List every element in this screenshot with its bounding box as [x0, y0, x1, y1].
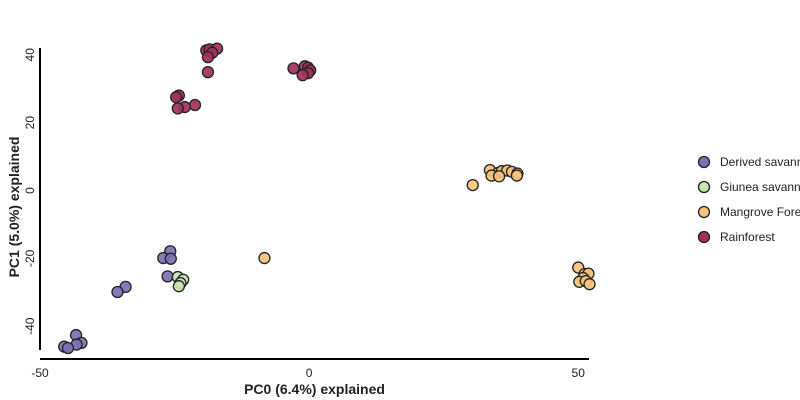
x-tick-label: 0	[306, 366, 313, 380]
x-tick-label: -50	[31, 366, 49, 380]
legend-label: Giunea savanna	[720, 180, 800, 194]
data-point	[258, 251, 271, 265]
legend-marker	[697, 155, 711, 169]
legend: Derived savanna Giunea savanna Mangrove Fo…	[697, 155, 800, 244]
legend-item: Rainforest	[697, 230, 775, 244]
y-axis-title: PC1 (5.0%) explained	[6, 137, 22, 278]
plot-area	[58, 42, 596, 355]
y-tick-label: -20	[23, 249, 37, 267]
legend-label: Mangrove Forest	[720, 205, 800, 219]
legend-item: Giunea savanna	[697, 180, 800, 194]
data-point	[61, 341, 75, 355]
data-point	[583, 278, 596, 291]
y-tick-label: 0	[23, 187, 37, 194]
legend-marker	[697, 230, 711, 244]
data-point	[111, 285, 124, 299]
data-point	[510, 169, 524, 182]
legend-label: Derived savanna	[720, 155, 800, 169]
series-giunea-savanna	[171, 270, 190, 293]
y-axis-ticks: -40 -20 0 20 40	[23, 48, 37, 335]
data-point	[466, 178, 479, 192]
data-point	[201, 65, 215, 79]
x-tick-label: 50	[572, 366, 586, 380]
legend-item: Derived savanna	[697, 155, 800, 169]
data-point	[188, 98, 202, 112]
legend-label: Rainforest	[720, 230, 775, 244]
data-point	[492, 170, 506, 183]
series-rainforest	[170, 42, 317, 115]
data-point	[296, 68, 309, 82]
y-tick-label: -40	[23, 317, 37, 335]
data-point	[201, 51, 215, 64]
data-point	[161, 270, 174, 283]
legend-marker	[697, 205, 711, 219]
x-axis-title: PC0 (6.4%) explained	[244, 381, 385, 397]
data-point	[170, 91, 183, 104]
data-point	[164, 252, 177, 265]
y-tick-label: 20	[23, 116, 37, 130]
data-point	[172, 280, 186, 293]
series-mangrove-forest	[258, 164, 596, 291]
x-axis-ticks: -50 0 50	[31, 366, 585, 380]
legend-marker	[697, 180, 711, 194]
data-point	[171, 102, 184, 115]
y-tick-label: 40	[23, 48, 37, 62]
series-derived-savanna	[58, 245, 177, 355]
legend-item: Mangrove Forest	[697, 205, 800, 219]
